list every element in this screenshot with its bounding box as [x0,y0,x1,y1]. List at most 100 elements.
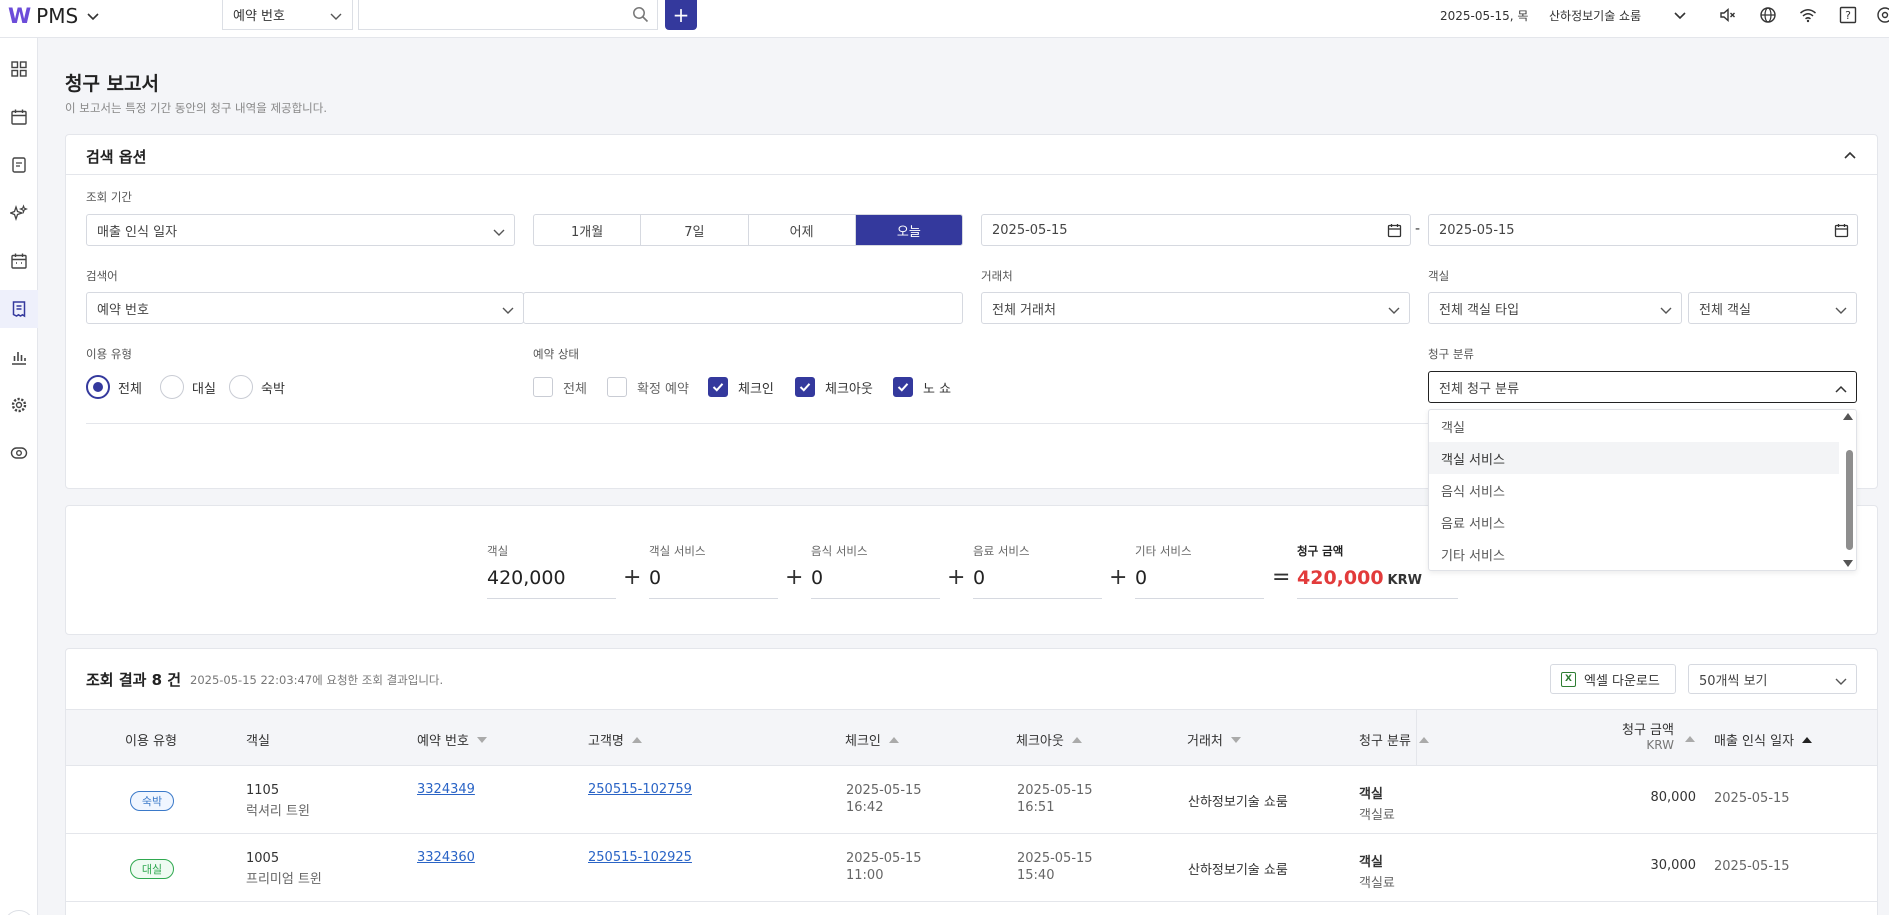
chevron-down-icon [1835,678,1847,685]
nav-dashboard[interactable] [0,50,38,88]
eye-icon [10,447,28,459]
recognized-date-cell: 2025-05-15 [1714,859,1790,874]
sort-down-icon[interactable] [1230,736,1241,743]
search-options-header[interactable]: 검색 옵션 [66,135,1877,175]
chevron-down-icon[interactable] [86,9,100,23]
date-to-field[interactable]: 2025-05-15 [1428,214,1858,246]
col-billing-category[interactable]: 청구 분류 [1359,730,1429,749]
nav-billing[interactable] [0,290,38,328]
sort-up-icon[interactable] [1418,736,1429,743]
scroll-up-arrow-icon[interactable] [1843,413,1853,420]
excel-download-button[interactable]: X 엑셀 다운로드 [1550,664,1676,694]
room-number: 1005 [246,851,280,866]
company-name[interactable]: 산하정보기술 쇼룸 [1549,9,1642,23]
calendar-icon[interactable] [1834,223,1849,238]
keyword-type-select[interactable]: 예약 번호 [86,292,524,324]
chevron-up-icon [1835,385,1847,393]
checkout-cell: 2025-05-15 15:40 [1017,851,1093,883]
col-amount[interactable]: 청구 금액 KRW [1622,719,1674,752]
status-checkbox-noshow[interactable]: 노 쇼 [893,377,951,397]
table-row[interactable]: 대실 1005 프리미엄 트윈 3324360 250515-102925 20… [66,834,1877,902]
partner-select[interactable]: 전체 거래처 [981,292,1410,324]
sort-up-icon[interactable] [1685,736,1695,742]
search-icon[interactable] [632,6,649,23]
sort-up-icon[interactable] [1071,736,1082,743]
page-size-select[interactable]: 50개씩 보기 [1688,664,1857,694]
settings-icon[interactable] [1876,6,1889,24]
sort-down-icon[interactable] [476,736,487,743]
nav-view[interactable] [0,434,38,472]
billing-category-select[interactable]: 전체 청구 분류 [1428,371,1857,403]
dropdown-option-beverage-service[interactable]: 음료 서비스 [1441,516,1505,532]
usage-radio-all[interactable]: 전체 [86,375,142,399]
col-reservation-number[interactable]: 예약 번호 [417,730,487,749]
col-room[interactable]: 객실 [246,730,270,749]
chevron-up-icon[interactable] [1843,148,1857,162]
wifi-icon[interactable] [1799,6,1817,24]
dropdown-option-food-service[interactable]: 음식 서비스 [1441,484,1505,500]
period-yesterday-button[interactable]: 어제 [749,215,856,245]
nav-schedule[interactable] [0,242,38,280]
status-checkbox-checkin[interactable]: 체크인 [708,377,774,397]
col-partner[interactable]: 거래처 [1187,730,1241,749]
nav-housekeeping[interactable] [0,194,38,232]
col-usage-type[interactable]: 이용 유형 [125,730,177,749]
status-checkin-label: 체크인 [738,381,774,397]
reservation-number-link[interactable]: 3324349 [417,782,475,797]
col-guest-name[interactable]: 고객명 [588,730,642,749]
help-icon[interactable]: ? [1839,6,1857,24]
sort-up-icon[interactable] [1802,736,1813,743]
globe-icon[interactable] [1759,6,1777,24]
period-1month-button[interactable]: 1개월 [534,215,642,245]
room-type: 럭셔리 트윈 [246,804,310,819]
guest-name-link[interactable]: 250515-102925 [588,850,692,865]
scroll-down-arrow-icon[interactable] [1843,560,1853,567]
nav-statistics[interactable] [0,338,38,376]
app-logo[interactable]: W PMS [8,3,100,29]
date-from-field[interactable]: 2025-05-15 [981,214,1411,246]
date-range-separator: - [1415,221,1421,237]
dropdown-option-room-service[interactable]: 객실 서비스 [1429,442,1839,474]
calendar-grid-icon [11,253,27,269]
usage-radio-rental[interactable]: 대실 [160,375,216,399]
top-search-input[interactable] [358,0,658,30]
nav-reservations[interactable] [0,146,38,184]
nav-settings[interactable] [0,386,38,424]
table-row[interactable]: 숙박 1105 럭셔리 트윈 3324349 250515-102759 202… [66,766,1877,834]
sort-up-icon[interactable] [888,736,899,743]
mute-icon[interactable] [1719,6,1737,24]
chevron-down-icon[interactable] [1673,8,1687,22]
col-checkin[interactable]: 체크인 [845,730,899,749]
calendar-icon[interactable] [1387,223,1402,238]
chevron-down-icon [1388,307,1400,314]
keyword-input[interactable] [523,292,963,324]
status-checkbox-checkout[interactable]: 체크아웃 [795,377,873,397]
period-7days-button[interactable]: 7일 [641,215,749,245]
nav-calendar[interactable] [0,98,38,136]
amount-cell: 80,000 [1650,790,1697,805]
room-type-select[interactable]: 전체 객실 타입 [1428,292,1682,324]
room-select[interactable]: 전체 객실 [1688,292,1857,324]
summary-underline [811,598,940,599]
sort-up-icon[interactable] [631,736,642,743]
room-cell: 1005 프리미엄 트윈 [246,851,322,887]
add-button[interactable]: + [665,0,697,30]
checkbox-icon [607,377,627,397]
dropdown-option-room[interactable]: 객실 [1441,420,1465,436]
status-checkbox-confirmed[interactable]: 확정 예약 [607,377,689,397]
guest-name-link[interactable]: 250515-102759 [588,782,692,797]
column-divider [1416,710,1417,765]
usage-radio-stay[interactable]: 숙박 [229,375,285,399]
reservation-number-link[interactable]: 3324360 [417,850,475,865]
dropdown-scrollbar[interactable] [1846,450,1853,550]
status-checkbox-all[interactable]: 전체 [533,377,587,397]
period-today-button[interactable]: 오늘 [855,215,962,245]
top-search-type-select[interactable]: 예약 번호 [222,0,353,30]
category-cell: 객실 객실료 [1359,783,1395,823]
category-cell: 객실 객실료 [1359,851,1395,891]
col-checkout[interactable]: 체크아웃 [1016,730,1082,749]
period-type-select[interactable]: 매출 인식 일자 [86,214,515,246]
nav-expand-button[interactable] [4,910,34,915]
dropdown-option-other-service[interactable]: 기타 서비스 [1441,548,1505,564]
col-recognized-date[interactable]: 매출 인식 일자 [1714,730,1813,749]
